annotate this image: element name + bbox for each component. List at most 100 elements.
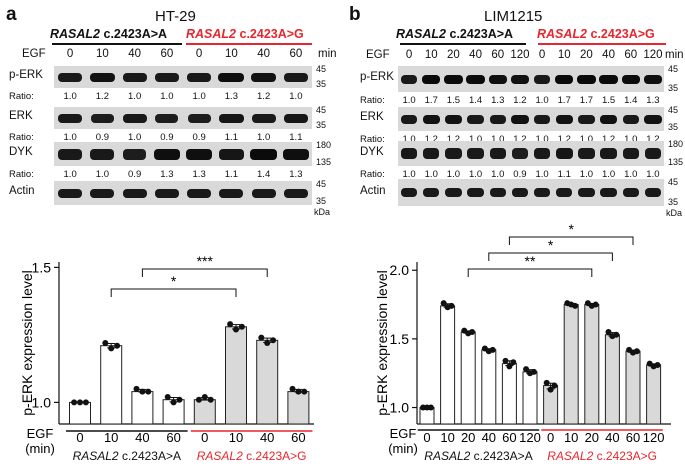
ratio-label: Ratio: [360,169,385,180]
significance-bracket [467,268,593,277]
marker-label: 45 [316,179,327,189]
data-point [551,382,558,389]
blot-image [398,66,664,92]
blot-row-label: Actin [360,184,386,197]
blot-image [398,107,664,131]
ratio-label: Ratio: [9,169,34,180]
ratio-value: 1.0 [601,169,616,180]
blot-band [600,148,617,159]
bar [501,363,517,425]
ratio-value: 1.3 [160,169,174,180]
ratio-value: 1.5 [601,95,616,106]
ratio-value: 1.3 [289,169,303,180]
marker-label: 45 [668,177,679,187]
x-axis-label-unit: (min) [388,441,418,456]
ratio-label: Ratio: [9,91,34,102]
group-label-mut: RASAL2 c.2423A>G [547,449,657,463]
blot-band [423,148,440,159]
bar [584,304,600,425]
significance-label: * [568,221,574,237]
blot-band [251,72,277,82]
time-label: 10 [95,48,109,60]
ratio-value: 1.7 [579,95,594,106]
time-label: 0 [66,48,74,60]
y-tick-label: 1.0 [390,400,410,416]
panel-a-time-unit: min [318,48,337,60]
blot-band [155,113,179,123]
blot-band [218,72,245,82]
data-point [547,386,554,393]
x-tick-label: 0 [547,430,554,445]
panel-b-time-unit: min [665,49,684,61]
ratio-value: 1.0 [63,169,77,180]
bar [563,304,579,425]
blot-band [511,114,529,124]
ratio-value: 1.2 [513,95,527,106]
data-point [572,302,579,309]
significance-bracket [488,252,613,261]
ratio-value: 1.2 [557,134,571,145]
variant-mut: c.2423A>G [590,27,655,41]
group-variant: c.2423A>A [470,449,532,463]
data-point [427,404,434,411]
bar [460,331,476,425]
data-point [489,346,496,353]
time-label: 60 [624,49,638,61]
blot-band [187,72,212,82]
blot-band [154,72,179,82]
time-label: 0 [405,49,413,61]
ratio-value: 1.0 [646,169,660,180]
blot-band [400,74,418,84]
blot-band [466,74,485,84]
x-tick-label: 10 [440,430,454,445]
blot-band [153,148,180,160]
data-point [71,399,78,406]
blot-band [644,114,662,124]
time-label: 40 [128,48,142,60]
time-label: 60 [491,49,505,61]
significance-label: ** [525,253,536,269]
blot-band [511,148,528,159]
ratio-value: 1.3 [224,91,238,102]
data-point [139,388,146,395]
bar [604,334,620,425]
blot-image [398,179,664,206]
ratio-value: 1.1 [289,132,303,143]
data-point [530,368,537,375]
ratio-value: 1.2 [95,91,109,102]
x-tick-label: 120 [519,430,541,445]
blot-image [54,66,312,88]
data-point [227,321,234,328]
blot-band [556,188,573,197]
panel-a-label: a [6,4,17,25]
ratio-value: 1.4 [257,169,271,180]
ratio-value: 0.9 [160,132,174,143]
ratio-label: Ratio: [360,95,385,106]
data-point [654,361,661,368]
blot-band [622,188,639,197]
blot-band [444,74,463,84]
time-label: 20 [447,49,460,61]
blot-band [58,113,83,123]
marker-label: 45 [668,64,679,74]
ratio-value: 1.0 [128,91,142,102]
data-point [613,331,620,338]
time-label: 10 [424,49,438,61]
ratio-value: 1.0 [192,91,206,102]
significance-label: * [548,237,554,253]
blot-band [533,188,551,197]
ratio-value: 1.0 [128,132,142,143]
bar [625,350,641,425]
panel-b-label: b [349,4,361,25]
panel-a-mut-underline [186,43,312,45]
blot-row-label: ERK [360,111,384,123]
blot-row-label: DYK [360,145,384,158]
blot-band [555,148,573,159]
blot-band [533,74,551,84]
group-variant: c.2423A>G [593,449,657,463]
blot-band [511,74,529,84]
ratio-value: 1.0 [468,134,483,145]
blot-band [578,148,595,159]
x-tick-label: 20 [461,430,475,445]
group-gene: RASAL2 [547,449,593,463]
